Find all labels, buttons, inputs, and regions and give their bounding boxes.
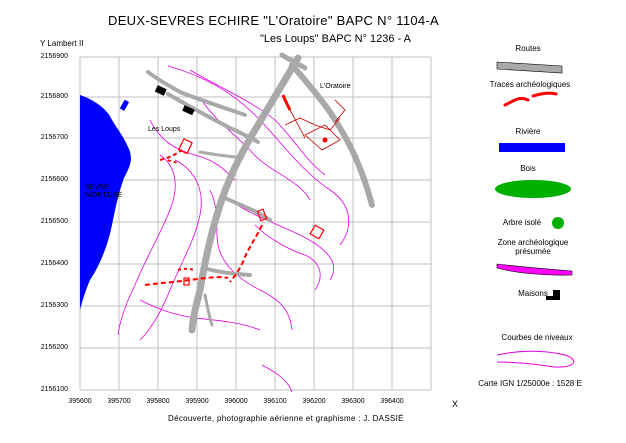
legend-routes-label: Routes [515,44,541,53]
contour-lines [117,65,349,393]
legend-zone-label-line1: Zone archéologique [497,238,569,247]
oratoire-enclosure [284,99,346,151]
y-tick-label: 2156500 [40,218,68,225]
legend-trace-swatch [503,91,558,107]
y-tick-label: 2156200 [40,344,68,351]
legend-riviere-label: Rivière [515,127,541,136]
x-tick-label: 396200 [302,398,326,405]
legend-maisons-label: Maisons [518,289,548,298]
river-label-line2: NIORTAISE [85,192,123,199]
legend-wood-swatch [495,180,571,198]
x-tick-label: 395600 [68,398,92,405]
x-tick-label: 395900 [185,398,209,405]
y-tick-label: 2156600 [40,176,68,183]
legend-courbes-label: Courbes de niveaux [501,333,573,342]
river-label-line1: SEVRE [85,184,109,191]
y-tick-label: 2156100 [40,386,68,393]
legend-zone-swatch [496,263,573,276]
river-fragment [119,99,130,111]
legend-arbre-label: Arbre isolé [502,218,542,227]
y-tick-label: 2156300 [40,302,68,309]
place-label-les-loups: Les Loups [148,126,181,133]
roads [146,52,375,334]
legend-river-swatch [499,143,565,152]
x-tick-label: 396000 [224,398,248,405]
legend-traces-label: Traces archéologiques [489,80,571,89]
trace-point [322,137,328,143]
x-tick-label: 395800 [146,398,170,405]
river-sevre-niortaise [80,95,131,310]
houses [154,85,195,116]
legend-road-swatch [496,61,563,74]
y-axis-label: Y Lambert II [40,39,84,48]
y-tick-label: 2156800 [40,93,68,100]
x-tick-label: 395700 [107,398,131,405]
legend-house-swatch [546,290,560,300]
credit-line: Découverte, photographie aérienne et gra… [168,414,404,423]
x-tick-label: 396300 [341,398,365,405]
legend-zone-label-line2: présumée [515,247,551,256]
legend-tree-swatch [552,217,564,229]
legend-carte-label: Carte IGN 1/25000e : 1528 E [478,379,582,388]
x-tick-label: 396400 [380,398,404,405]
x-tick-label: 396100 [263,398,287,405]
legend-bois-label: Bois [520,164,536,173]
map-title: DEUX-SEVRES ECHIRE "L'Oratoire" BAPC N° … [108,13,440,28]
map-subtitle: "Les Loups" BAPC N° 1236 - A [260,33,412,45]
house [182,105,195,116]
y-tick-label: 2156400 [40,260,68,267]
legend-graphics [495,61,575,368]
legend-contour-swatch [496,350,575,368]
x-axis-label: X [452,399,459,409]
house [154,85,167,96]
grid [79,56,432,391]
place-label-oratoire: L'Oratoire [320,83,351,90]
archaeological-traces [144,94,325,286]
y-tick-label: 2156900 [40,53,68,60]
y-tick-label: 2156700 [40,134,68,141]
